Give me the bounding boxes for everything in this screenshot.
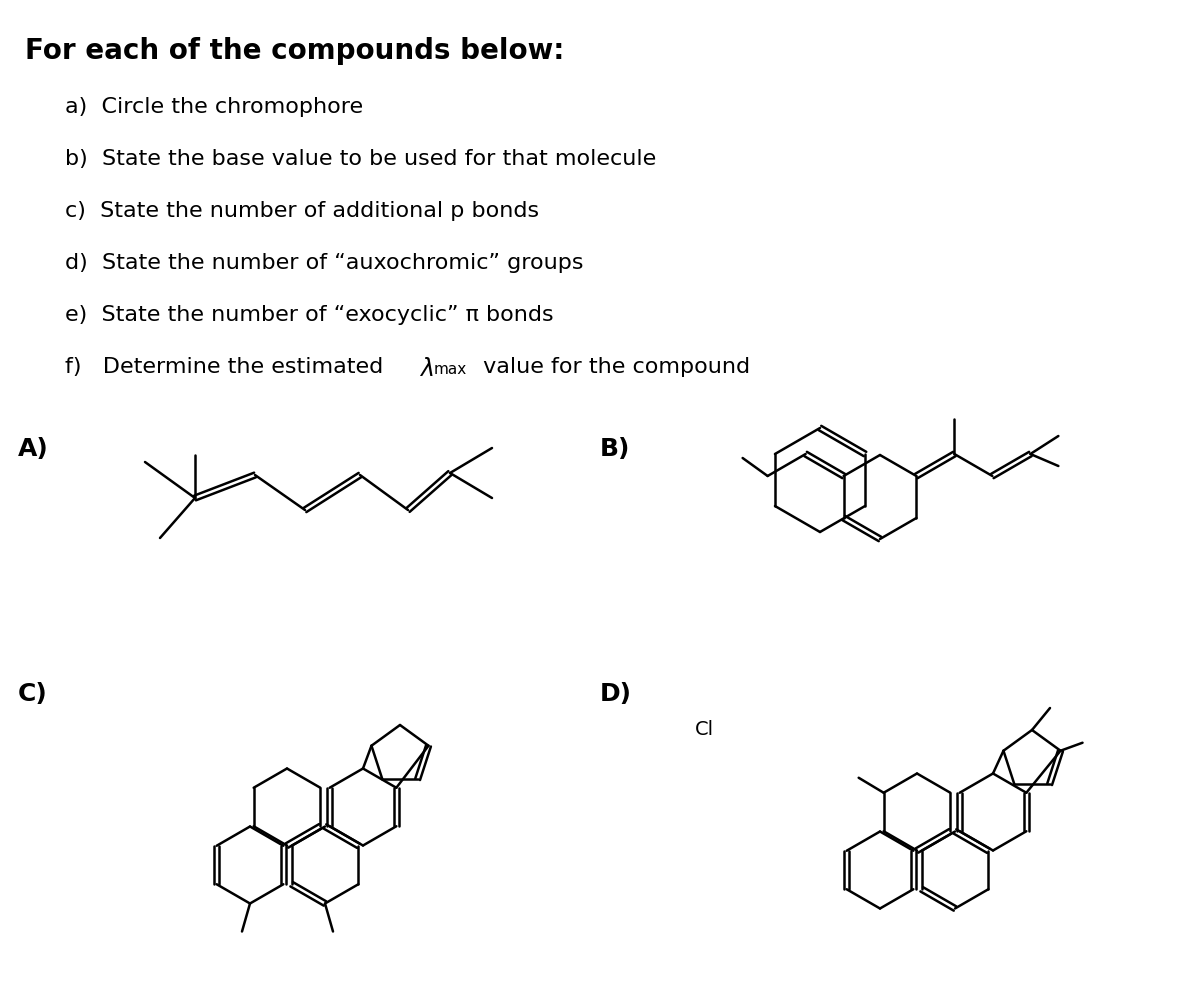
Text: A): A) (18, 437, 49, 461)
Text: λ: λ (420, 357, 434, 381)
Text: d)  State the number of “auxochromic” groups: d) State the number of “auxochromic” gro… (65, 253, 583, 273)
Text: c)  State the number of additional p bonds: c) State the number of additional p bond… (65, 201, 539, 221)
Text: B): B) (600, 437, 630, 461)
Text: C): C) (18, 682, 48, 706)
Text: b)  State the base value to be used for that molecule: b) State the base value to be used for t… (65, 149, 656, 169)
Text: a)  Circle the chromophore: a) Circle the chromophore (65, 97, 364, 117)
Text: Cl: Cl (695, 720, 714, 739)
Text: e)  State the number of “exocyclic” π bonds: e) State the number of “exocyclic” π bon… (65, 305, 553, 325)
Text: For each of the compounds below:: For each of the compounds below: (25, 37, 564, 65)
Text: D): D) (600, 682, 632, 706)
Text: max: max (434, 362, 467, 377)
Text: value for the compound: value for the compound (476, 357, 750, 377)
Text: f)   Determine the estimated: f) Determine the estimated (65, 357, 390, 377)
